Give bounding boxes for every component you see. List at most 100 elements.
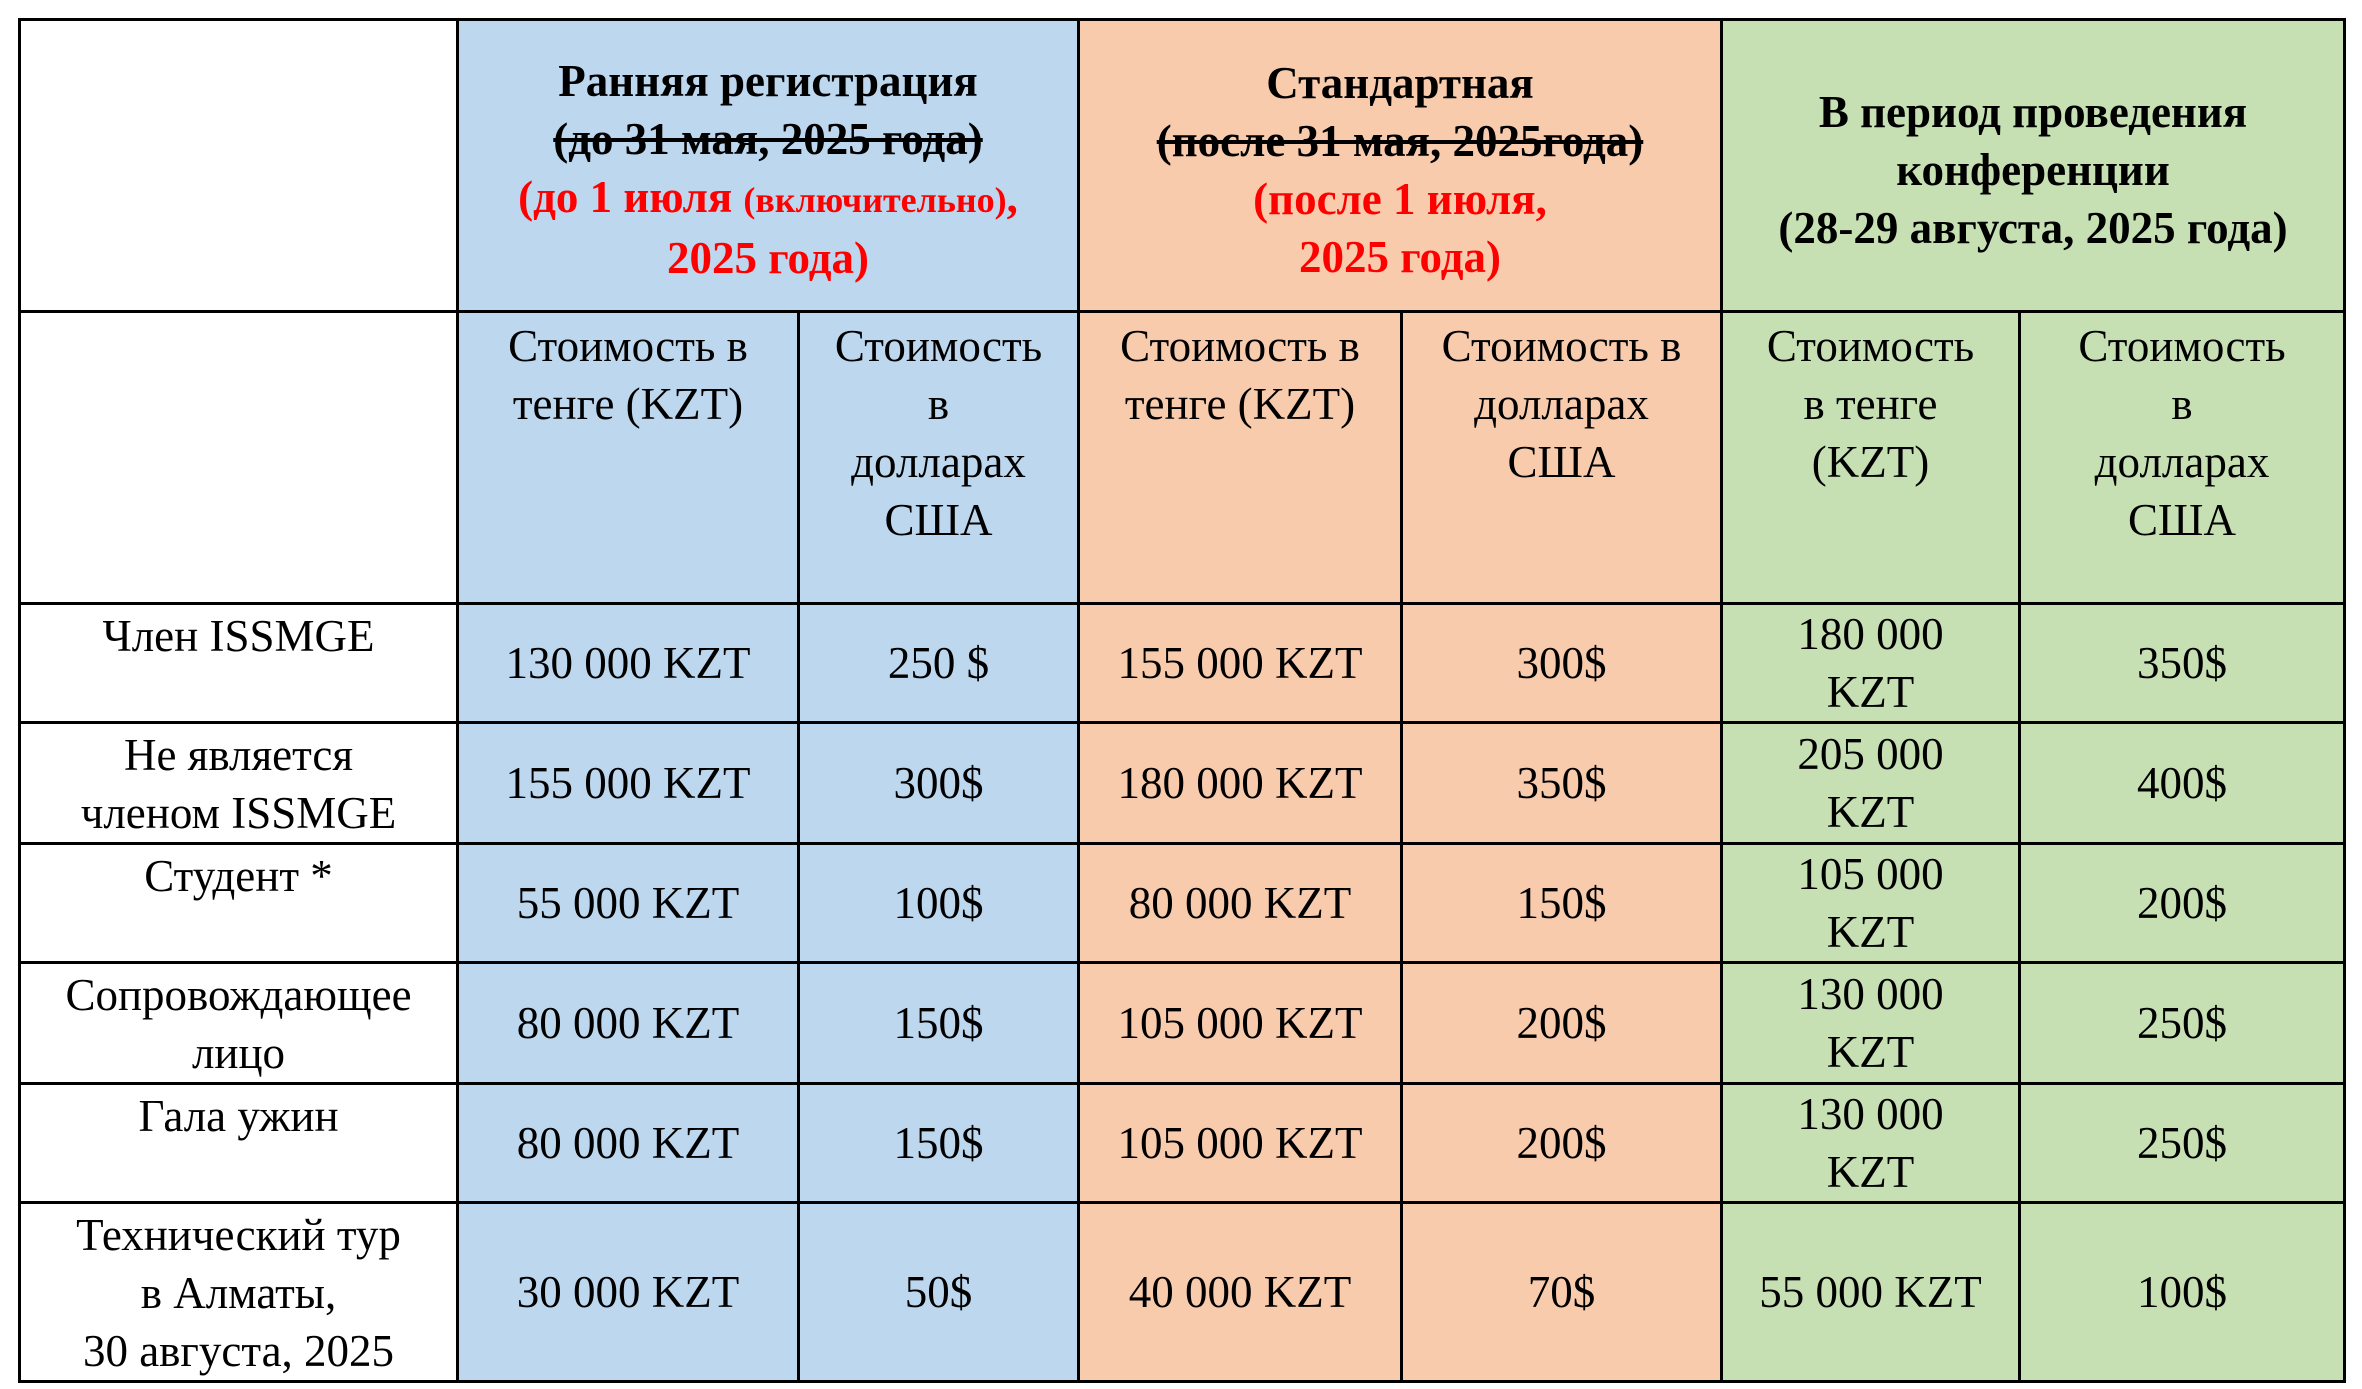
price-cell-during-usd: 200$: [2018, 842, 2346, 964]
category-cell: Гала ужин: [18, 1082, 459, 1204]
subheader-row: Стоимость в тенге (KZT) Стоимость в долл…: [18, 310, 2346, 605]
table-row: Технический тур в Алматы, 30 августа, 2025…: [18, 1201, 2346, 1383]
category-cell: Сопровождающее лицо: [18, 961, 459, 1085]
price-cell-standard-usd: 200$: [1400, 1082, 1723, 1204]
group-header-row: Ранняя регистрация (до 31 мая, 2025 года…: [18, 18, 2346, 313]
category-label: Сопровождающее: [65, 970, 412, 1020]
price-value: 180 000: [1797, 609, 1944, 659]
group-during-conference: В период проведения конференции (28-29 а…: [1720, 18, 2346, 313]
registration-fee-table: Ранняя регистрация (до 31 мая, 2025 года…: [18, 18, 2346, 1383]
price-value: 155 000 KZT: [505, 758, 751, 808]
price-cell-standard-kzt: 105 000 KZT: [1077, 1082, 1403, 1204]
price-value: 55 000 KZT: [1759, 1267, 1982, 1317]
price-value: 40 000 KZT: [1128, 1267, 1352, 1317]
category-cell: Технический тур в Алматы, 30 августа, 2025: [18, 1201, 459, 1383]
category-label: Гала ужин: [138, 1091, 339, 1141]
price-cell-standard-usd: 350$: [1400, 721, 1723, 845]
price-value: 105 000 KZT: [1117, 1118, 1363, 1168]
price-value: KZT: [1826, 787, 1915, 837]
price-value: 150$: [893, 998, 984, 1048]
table-row: Член ISSMGE 130 000 KZT 250 $ 155 000 KZT 30…: [18, 602, 2346, 724]
price-value: 130 000: [1797, 1089, 1944, 1139]
price-cell-during-usd: 350$: [2018, 602, 2346, 724]
price-value: 150$: [1516, 878, 1607, 928]
corner-cell: [18, 18, 459, 313]
subheader-early-usd: Стоимость в долларах США: [797, 310, 1080, 605]
table-row: Гала ужин 80 000 KZT 150$ 105 000 KZT 200$ 13…: [18, 1082, 2346, 1204]
price-value: 100$: [893, 878, 984, 928]
price-value: 200$: [1516, 1118, 1607, 1168]
table-row: Не является членом ISSMGE 155 000 KZT 300$ 1…: [18, 721, 2346, 845]
price-value: 80 000 KZT: [516, 998, 740, 1048]
price-cell-during-usd: 100$: [2018, 1201, 2346, 1383]
subheader-standard-kzt: Стоимость в тенге (KZT): [1077, 310, 1403, 605]
group-title: Стандартная: [1266, 57, 1534, 108]
price-cell-during-kzt: 205 000 KZT: [1720, 721, 2021, 845]
price-value: 100$: [2137, 1267, 2227, 1317]
price-value: 250$: [2137, 998, 2227, 1048]
price-value: 350$: [1516, 758, 1607, 808]
table-row: Сопровождающее лицо 80 000 KZT 150$ 105 000 …: [18, 961, 2346, 1085]
price-cell-early-kzt: 80 000 KZT: [456, 961, 800, 1085]
category-label: Студент *: [144, 851, 333, 901]
price-value: 180 000 KZT: [1117, 758, 1363, 808]
group-new-deadline: (до 1 июля (включительно),: [518, 172, 1018, 222]
price-rows: Член ISSMGE 130 000 KZT 250 $ 155 000 KZT 30…: [18, 602, 2346, 1383]
price-value: 105 000: [1797, 849, 1944, 899]
price-value: 200$: [1516, 998, 1607, 1048]
price-cell-standard-kzt: 105 000 KZT: [1077, 961, 1403, 1085]
subheader-during-kzt: Стоимость в тенге (KZT): [1720, 310, 2021, 605]
price-value: 55 000 KZT: [516, 878, 740, 928]
price-value: 205 000: [1797, 729, 1944, 779]
category-label: Не является: [123, 730, 354, 780]
price-cell-during-kzt: 105 000 KZT: [1720, 842, 2021, 964]
price-cell-during-usd: 400$: [2018, 721, 2346, 845]
price-cell-during-kzt: 130 000 KZT: [1720, 961, 2021, 1085]
subheader-empty-cell: [18, 310, 459, 605]
price-value: 250$: [2137, 1118, 2227, 1168]
price-cell-standard-usd: 300$: [1400, 602, 1723, 724]
group-new-deadline-year: 2025 года): [666, 233, 870, 283]
price-value: 200$: [2137, 878, 2227, 928]
price-value: 250 $: [887, 638, 990, 688]
price-cell-early-usd: 150$: [797, 961, 1080, 1085]
group-struck-deadline: (до 31 мая, 2025 года): [553, 114, 983, 164]
price-value: 80 000 KZT: [1128, 878, 1352, 928]
price-value: 300$: [893, 758, 984, 808]
category-label: Технический тур: [76, 1210, 401, 1260]
group-struck-deadline: (после 31 мая, 2025года): [1156, 115, 1644, 166]
price-cell-early-usd: 100$: [797, 842, 1080, 964]
price-value: 130 000 KZT: [505, 638, 751, 688]
price-cell-early-usd: 250 $: [797, 602, 1080, 724]
price-cell-during-kzt: 55 000 KZT: [1720, 1201, 2021, 1383]
price-value: 105 000 KZT: [1117, 998, 1363, 1048]
price-cell-early-usd: 50$: [797, 1201, 1080, 1383]
price-value: 300$: [1516, 638, 1607, 688]
subheader-standard-usd: Стоимость в долларах США: [1400, 310, 1723, 605]
price-value: KZT: [1826, 907, 1915, 957]
category-cell: Студент *: [18, 842, 459, 964]
price-value: KZT: [1826, 1147, 1915, 1197]
price-cell-during-usd: 250$: [2018, 961, 2346, 1085]
category-label: лицо: [191, 1028, 286, 1078]
group-title: В период проведения: [1818, 86, 2248, 137]
price-cell-early-kzt: 80 000 KZT: [456, 1082, 800, 1204]
price-cell-early-kzt: 130 000 KZT: [456, 602, 800, 724]
price-value: 130 000: [1797, 969, 1944, 1019]
price-cell-early-usd: 300$: [797, 721, 1080, 845]
category-cell: Не является членом ISSMGE: [18, 721, 459, 845]
price-cell-standard-kzt: 80 000 KZT: [1077, 842, 1403, 964]
price-value: 350$: [2137, 638, 2227, 688]
category-label: Член ISSMGE: [102, 611, 375, 661]
group-dates: (28-29 августа, 2025 года): [1778, 202, 2288, 253]
price-cell-during-usd: 250$: [2018, 1082, 2346, 1204]
subheader-during-usd: Стоимость в долларах США: [2018, 310, 2346, 605]
price-cell-early-kzt: 55 000 KZT: [456, 842, 800, 964]
price-value: 80 000 KZT: [516, 1118, 740, 1168]
category-label: членом ISSMGE: [80, 788, 397, 838]
pricing-table-wrapper: Ранняя регистрация (до 31 мая, 2025 года…: [18, 18, 2346, 1383]
group-new-deadline: (после 1 июля,: [1253, 173, 1547, 224]
price-cell-standard-usd: 150$: [1400, 842, 1723, 964]
subheader-early-kzt: Стоимость в тенге (KZT): [456, 310, 800, 605]
group-early-registration: Ранняя регистрация (до 31 мая, 2025 года…: [456, 18, 1080, 313]
